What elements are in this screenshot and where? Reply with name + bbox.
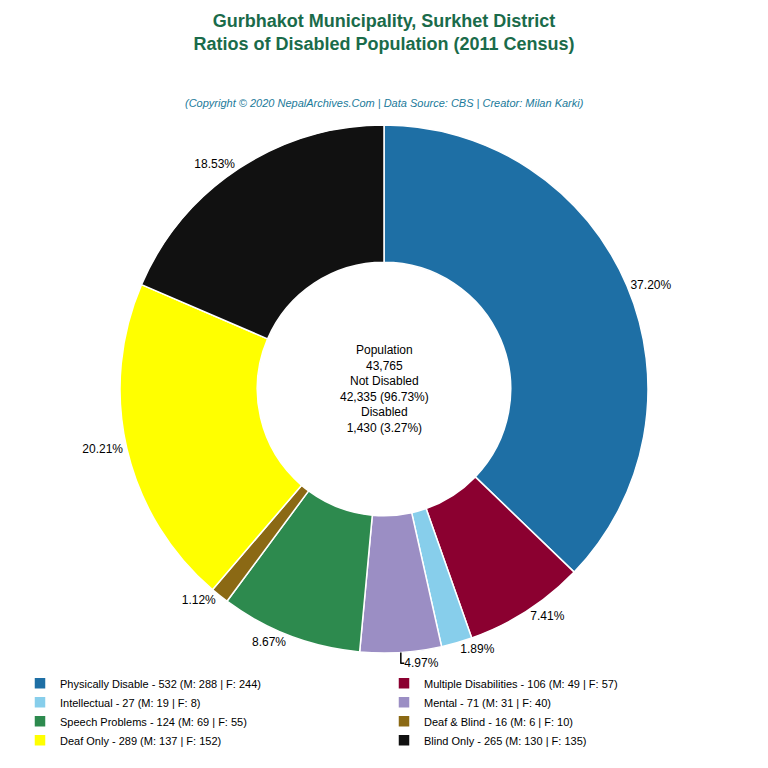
svg-text:Gurbhakot Municipality, Surkhe: Gurbhakot Municipality, Surkhet District…	[193, 11, 574, 54]
svg-text:Speech Problems - 124 (M: 69 |: Speech Problems - 124 (M: 69 | F: 55)	[60, 716, 247, 728]
svg-text:18.53%: 18.53%	[194, 157, 235, 171]
svg-text:Physically Disable - 532 (M: 2: Physically Disable - 532 (M: 288 | F: 24…	[60, 678, 261, 690]
svg-text:1.89%: 1.89%	[460, 642, 494, 656]
svg-text:Deaf Only - 289 (M: 137 | F: 1: Deaf Only - 289 (M: 137 | F: 152)	[60, 735, 221, 747]
svg-text:Multiple Disabilities - 106 (M: Multiple Disabilities - 106 (M: 49 | F: …	[424, 678, 618, 690]
svg-text:8.67%: 8.67%	[252, 635, 286, 649]
svg-text:1.12%: 1.12%	[182, 593, 216, 607]
svg-text:Intellectual - 27 (M: 19 | F:: Intellectual - 27 (M: 19 | F: 8)	[60, 697, 200, 709]
svg-text:7.41%: 7.41%	[530, 609, 564, 623]
svg-text:Deaf & Blind - 16 (M: 6 | F: 1: Deaf & Blind - 16 (M: 6 | F: 10)	[424, 716, 573, 728]
svg-text:37.20%: 37.20%	[630, 278, 671, 292]
svg-text:(Copyright © 2020 NepalArchive: (Copyright © 2020 NepalArchives.Com | Da…	[185, 97, 584, 109]
svg-text:20.21%: 20.21%	[82, 442, 123, 456]
svg-text:Population43,765Not Disabled42: Population43,765Not Disabled42,335 (96.7…	[340, 343, 429, 435]
svg-text:4.97%: 4.97%	[404, 656, 438, 670]
svg-text:Mental - 71 (M: 31 | F: 40): Mental - 71 (M: 31 | F: 40)	[424, 697, 551, 709]
svg-text:Blind Only - 265 (M: 130 | F:: Blind Only - 265 (M: 130 | F: 135)	[424, 735, 586, 747]
